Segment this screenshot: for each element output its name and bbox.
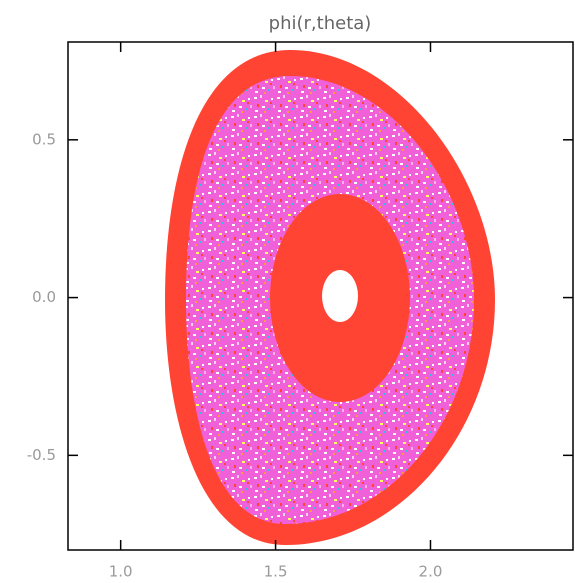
y-tick-label: 0.0: [32, 288, 56, 306]
y-tick-label: -0.5: [27, 446, 56, 464]
plot-area: [165, 50, 495, 545]
x-tick-label: 1.5: [264, 563, 288, 581]
x-tick-label: 2.0: [419, 563, 443, 581]
chart-title: phi(r,theta): [269, 13, 372, 34]
frame: [67, 41, 574, 551]
axis-hole: [322, 270, 358, 322]
y-tick-label: 0.5: [32, 130, 56, 148]
x-tick-label: 1.0: [109, 563, 133, 581]
